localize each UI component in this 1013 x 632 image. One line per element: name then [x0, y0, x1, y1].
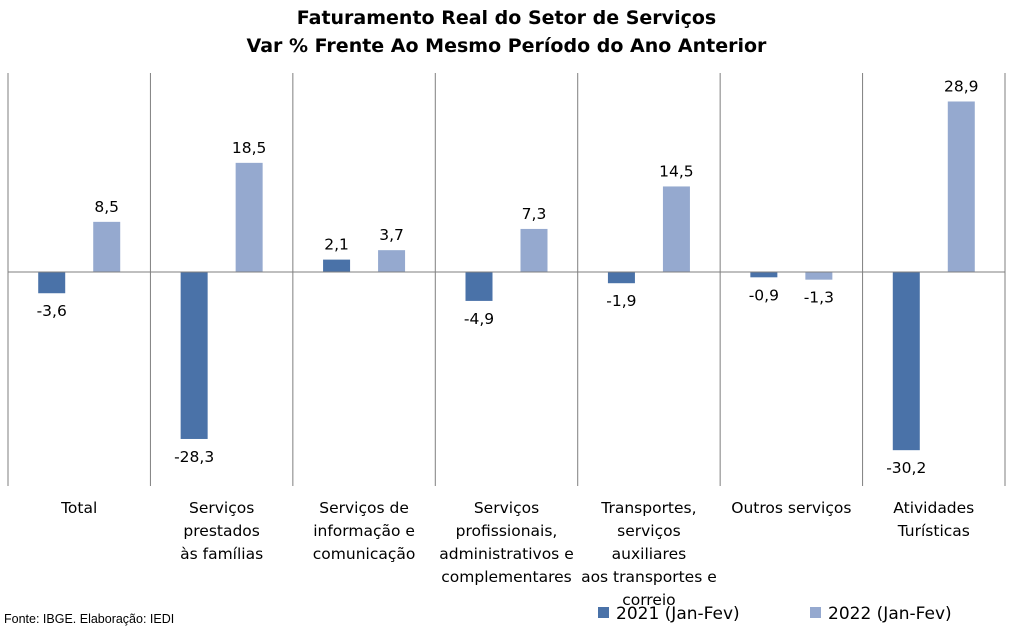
- data-label: -0,9: [749, 286, 779, 304]
- data-label: -28,3: [174, 448, 214, 466]
- legend-swatch-2022: [810, 607, 821, 618]
- bar-2022: [947, 101, 975, 273]
- bar-2021: [180, 272, 208, 439]
- legend-item-2021: 2021 (Jan-Fev): [598, 603, 740, 625]
- data-label: 14,5: [659, 162, 694, 180]
- bar-2021: [38, 272, 66, 294]
- category-label: Transportes, serviços auxiliares aos trans…: [579, 497, 719, 612]
- bar-2022: [235, 162, 263, 272]
- source-note: Fonte: IBGE. Elaboração: IEDI: [4, 612, 175, 626]
- category-label-line: informação e: [313, 522, 415, 540]
- category-label-line: às famílias: [180, 545, 264, 563]
- category-label-line: Transportes,: [601, 499, 697, 517]
- data-label: -30,2: [886, 459, 926, 477]
- data-label: 7,3: [522, 205, 547, 223]
- category-label-line: complementares: [441, 568, 572, 586]
- data-label: -4,9: [464, 310, 494, 328]
- legend-label-2022: 2022 (Jan-Fev): [828, 604, 952, 624]
- bar-2022: [520, 228, 548, 272]
- chart-title: Faturamento Real do Setor de Serviços: [296, 7, 717, 29]
- category-label-line: profissionais,: [455, 522, 558, 540]
- category-label: Serviços profissionais, administrativos e c…: [437, 497, 577, 589]
- category-label-line: administrativos e: [439, 545, 574, 563]
- bar-2022: [805, 272, 833, 280]
- category-label-line: serviços auxiliares: [611, 522, 687, 563]
- category-label: Serviços de informação e comunicação: [294, 497, 434, 566]
- data-label: -1,3: [804, 289, 834, 307]
- legend-swatch-2021: [598, 607, 609, 618]
- bar-2022: [378, 250, 406, 272]
- category-label-line: Atividades: [893, 499, 975, 517]
- data-label: 28,9: [944, 77, 979, 95]
- legend-label-2021: 2021 (Jan-Fev): [616, 604, 740, 624]
- bar-2021: [750, 272, 778, 278]
- bar-2021: [323, 259, 351, 272]
- data-label: -1,9: [606, 292, 636, 310]
- category-label: Total: [9, 497, 149, 520]
- category-label: Outros serviços: [721, 497, 861, 520]
- category-label-line: Turísticas: [897, 522, 970, 540]
- category-label-line: Serviços: [473, 499, 540, 517]
- bar-2022: [662, 186, 690, 272]
- data-label: 2,1: [324, 236, 349, 254]
- category-label-line: correio: [622, 591, 676, 609]
- legend-item-2022: 2022 (Jan-Fev): [810, 603, 952, 625]
- category-label-line: Outros serviços: [731, 499, 852, 517]
- category-label: Atividades Turísticas: [864, 497, 1004, 543]
- bar-2021: [465, 272, 493, 301]
- category-label-line: aos transportes e: [581, 568, 717, 586]
- category-label-line: Total: [61, 499, 98, 517]
- data-label: 3,7: [379, 226, 404, 244]
- category-label: Serviços prestados às famílias: [152, 497, 292, 566]
- data-label: -3,6: [37, 302, 67, 320]
- bar-2022: [93, 221, 121, 272]
- category-label-line: Serviços de: [319, 499, 409, 517]
- chart-subtitle: Var % Frente Ao Mesmo Período do Ano Ant…: [246, 35, 767, 57]
- category-label-line: comunicação: [312, 545, 416, 563]
- data-label: 8,5: [94, 198, 119, 216]
- data-label: 18,5: [232, 139, 267, 157]
- category-label-line: Serviços prestados: [183, 499, 260, 540]
- bar-2021: [607, 272, 635, 284]
- bar-2021: [892, 272, 920, 451]
